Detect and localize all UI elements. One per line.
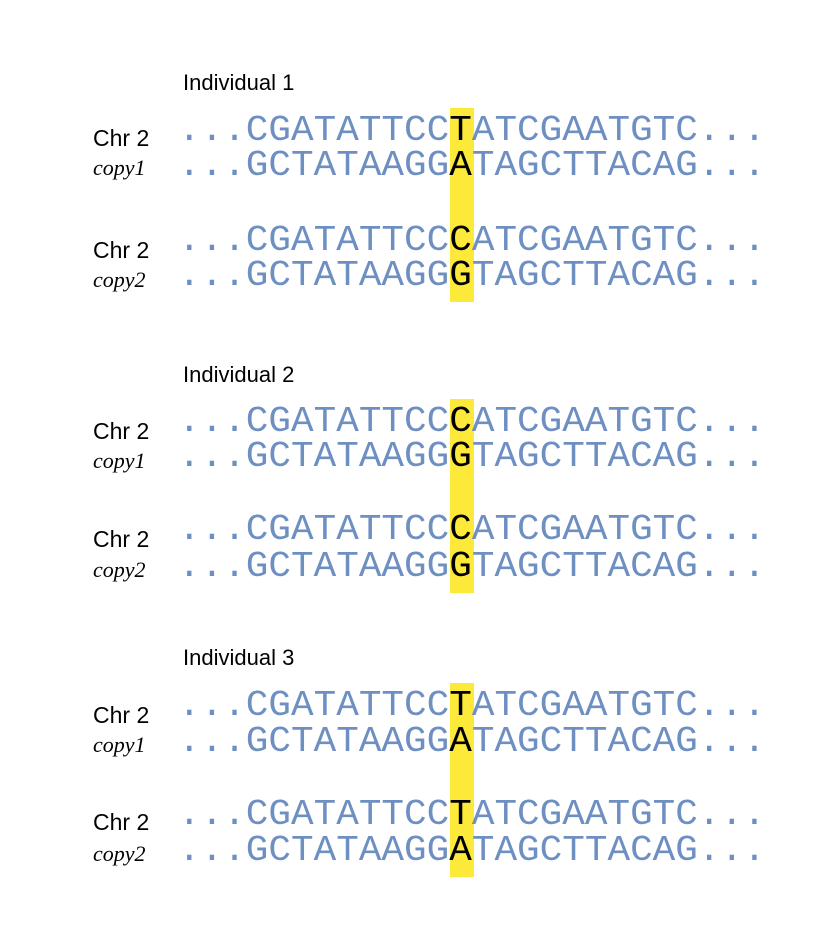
snp-base: C: [449, 220, 472, 261]
snp-base: T: [449, 685, 472, 726]
snp-base: C: [449, 401, 472, 442]
sequence-strand-top: ...CGATATTCCTATCGAATGTC...: [178, 688, 766, 724]
ellipsis-right: ...: [697, 220, 766, 261]
ellipsis-right: ...: [697, 794, 766, 835]
sequence-before-snp: CGATATTCC: [245, 509, 450, 550]
ellipsis-left: ...: [178, 255, 246, 296]
ellipsis-left: ...: [178, 685, 246, 726]
sequence-after-snp: TAGCTTACAG: [471, 721, 698, 762]
sequence-strand-bottom: ...GCTATAAGGATAGCTTACAG...: [178, 833, 766, 869]
ellipsis-right: ...: [697, 401, 766, 442]
snp-base: T: [449, 794, 472, 835]
snp-highlight-individual-3: [450, 683, 474, 877]
copy-label: copy1: [93, 155, 146, 180]
ellipsis-left: ...: [178, 401, 246, 442]
sequence-before-snp: GCTATAAGG: [245, 255, 450, 296]
sequence-strand-top: ...CGATATTCCTATCGAATGTC...: [178, 113, 766, 149]
individual-title: Individual 2: [183, 362, 295, 387]
snp-base: A: [449, 830, 472, 871]
sequence-after-snp: ATCGAATGTC: [471, 220, 698, 261]
ellipsis-right: ...: [697, 546, 766, 587]
sequence-after-snp: ATCGAATGTC: [471, 401, 698, 442]
sequence-strand-bottom: ...GCTATAAGGATAGCTTACAG...: [178, 148, 766, 184]
copy-label: copy1: [93, 448, 146, 473]
sequence-strand-bottom: ...GCTATAAGGGTAGCTTACAG...: [178, 549, 766, 585]
sequence-strand-top: ...CGATATTCCTATCGAATGTC...: [178, 797, 766, 833]
sequence-after-snp: ATCGAATGTC: [471, 794, 698, 835]
ellipsis-right: ...: [697, 110, 766, 151]
ellipsis-right: ...: [697, 255, 766, 296]
ellipsis-left: ...: [178, 110, 246, 151]
sequence-after-snp: ATCGAATGTC: [471, 509, 698, 550]
snp-base: G: [449, 255, 472, 296]
sequence-after-snp: TAGCTTACAG: [471, 546, 698, 587]
ellipsis-left: ...: [178, 830, 246, 871]
ellipsis-left: ...: [178, 546, 246, 587]
sequence-strand-bottom: ...GCTATAAGGGTAGCTTACAG...: [178, 258, 766, 294]
ellipsis-right: ...: [697, 509, 766, 550]
snp-base: A: [449, 721, 472, 762]
sequence-strand-bottom: ...GCTATAAGGATAGCTTACAG...: [178, 724, 766, 760]
chromosome-label: Chr 2: [93, 418, 150, 444]
snp-base: A: [449, 145, 472, 186]
copy-label: copy1: [93, 732, 146, 757]
sequence-before-snp: GCTATAAGG: [245, 145, 450, 186]
sequence-after-snp: TAGCTTACAG: [471, 145, 698, 186]
sequence-before-snp: CGATATTCC: [245, 220, 450, 261]
sequence-before-snp: CGATATTCC: [245, 685, 450, 726]
snp-highlight-individual-1: [450, 108, 474, 302]
snp-base: G: [449, 546, 472, 587]
individual-title: Individual 1: [183, 70, 295, 95]
copy-label: copy2: [93, 557, 146, 582]
chromosome-label: Chr 2: [93, 125, 150, 151]
snp-highlight-individual-2: [450, 399, 474, 593]
chromosome-label: Chr 2: [93, 526, 150, 552]
ellipsis-right: ...: [697, 830, 766, 871]
ellipsis-left: ...: [178, 436, 246, 477]
ellipsis-left: ...: [178, 509, 246, 550]
sequence-strand-top: ...CGATATTCCCATCGAATGTC...: [178, 512, 766, 548]
sequence-before-snp: GCTATAAGG: [245, 546, 450, 587]
ellipsis-left: ...: [178, 220, 246, 261]
ellipsis-right: ...: [697, 685, 766, 726]
sequence-after-snp: TAGCTTACAG: [471, 830, 698, 871]
chromosome-label: Chr 2: [93, 809, 150, 835]
sequence-strand-top: ...CGATATTCCCATCGAATGTC...: [178, 404, 766, 440]
ellipsis-left: ...: [178, 794, 246, 835]
ellipsis-left: ...: [178, 721, 246, 762]
ellipsis-left: ...: [178, 145, 246, 186]
chromosome-label: Chr 2: [93, 237, 150, 263]
chromosome-label: Chr 2: [93, 702, 150, 728]
ellipsis-right: ...: [697, 721, 766, 762]
ellipsis-right: ...: [697, 145, 766, 186]
ellipsis-right: ...: [697, 436, 766, 477]
sequence-before-snp: CGATATTCC: [245, 794, 450, 835]
sequence-before-snp: GCTATAAGG: [245, 721, 450, 762]
sequence-before-snp: GCTATAAGG: [245, 436, 450, 477]
snp-base: C: [449, 509, 472, 550]
sequence-before-snp: CGATATTCC: [245, 110, 450, 151]
sequence-before-snp: CGATATTCC: [245, 401, 450, 442]
sequence-after-snp: TAGCTTACAG: [471, 436, 698, 477]
copy-label: copy2: [93, 267, 146, 292]
sequence-after-snp: ATCGAATGTC: [471, 110, 698, 151]
sequence-strand-top: ...CGATATTCCCATCGAATGTC...: [178, 223, 766, 259]
sequence-after-snp: ATCGAATGTC: [471, 685, 698, 726]
sequence-after-snp: TAGCTTACAG: [471, 255, 698, 296]
sequence-before-snp: GCTATAAGG: [245, 830, 450, 871]
sequence-strand-bottom: ...GCTATAAGGGTAGCTTACAG...: [178, 439, 766, 475]
snp-base: G: [449, 436, 472, 477]
snp-base: T: [449, 110, 472, 151]
copy-label: copy2: [93, 841, 146, 866]
individual-title: Individual 3: [183, 645, 295, 670]
